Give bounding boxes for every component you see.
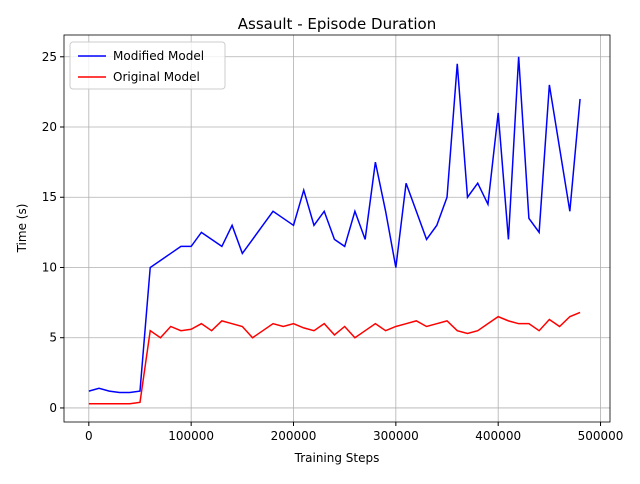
y-tick-label: 5 [49, 331, 57, 345]
legend-label: Original Model [113, 70, 200, 84]
data-line [88, 56, 581, 394]
y-tick-label: 15 [42, 190, 57, 204]
chart-title: Assault - Episode Duration [238, 15, 436, 33]
y-tick-label: 10 [42, 260, 57, 274]
data-line [88, 311, 581, 405]
y-tick-label: 20 [42, 120, 57, 134]
x-tick-label: 100000 [168, 429, 214, 443]
x-tick-label: 200000 [271, 429, 317, 443]
y-tick-label: 25 [42, 50, 57, 64]
x-tick-label: 0 [85, 429, 93, 443]
plot-frame [63, 34, 611, 423]
y-axis-label: Time (s) [15, 204, 29, 254]
x-tick-label: 300000 [373, 429, 419, 443]
legend-label: Modified Model [113, 49, 204, 63]
legend-box [69, 41, 226, 90]
x-tick-label: 500000 [578, 429, 624, 443]
y-tick-label: 0 [49, 401, 57, 415]
x-axis-label: Training Steps [294, 451, 380, 465]
x-tick-label: 400000 [475, 429, 521, 443]
